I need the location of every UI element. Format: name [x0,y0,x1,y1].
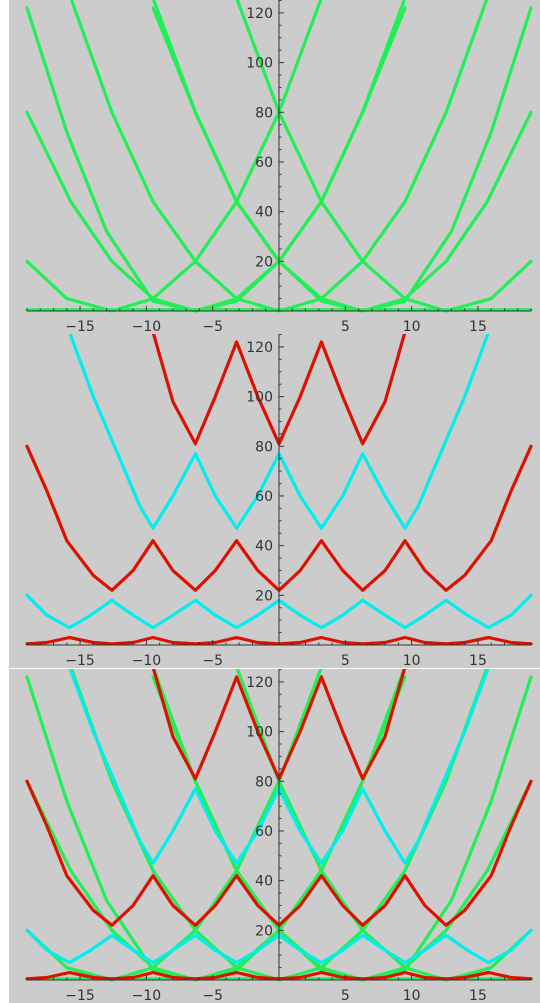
x-tick-label: 10 [403,319,421,335]
y-tick-label: 120 [246,675,273,691]
y-tick-label: 80 [255,439,273,455]
x-tick-label: 15 [469,319,487,335]
x-tick-label: −15 [65,319,95,335]
y-tick-label: 40 [255,874,273,890]
y-tick-label: 40 [255,205,273,221]
x-tick-label: −10 [132,988,162,1003]
x-tick-label: 5 [341,319,350,335]
series-line-free-4 [25,0,323,313]
y-tick-label: 60 [255,489,273,505]
y-tick-label: 40 [255,539,273,555]
series-line-free-7 [152,669,533,982]
y-tick-label: 100 [246,725,273,741]
y-tick-label: 60 [255,824,273,840]
x-tick-label: −10 [132,653,162,669]
x-tick-label: −10 [132,319,162,335]
y-tick-label: 120 [246,340,273,356]
y-tick-label: 20 [255,588,273,604]
y-tick-label: 20 [255,254,273,270]
x-tick-label: 10 [403,988,421,1003]
x-tick-label: −5 [202,319,223,335]
y-tick-label: 80 [255,105,273,121]
x-tick-label: 15 [469,988,487,1003]
x-tick-label: −15 [65,988,95,1003]
y-tick-label: 100 [246,56,273,72]
chart-panel-1: −15 −10 −5 5 10 15 20 40 60 80 100 120 [9,0,540,335]
x-tick-label: −15 [65,653,95,669]
y-tick-label: 20 [255,923,273,939]
series-line-free-6 [25,0,406,313]
x-tick-label: −5 [202,988,223,1003]
x-tick-label: −5 [202,653,223,669]
y-tick-label: 80 [255,774,273,790]
series-line-free-7 [152,0,533,313]
x-tick-label: 10 [403,653,421,669]
chart-panel-3: −15 −10 −5 5 10 15 20 40 60 80 100 120 [9,668,540,1003]
y-tick-label: 100 [246,390,273,406]
y-tick-label: 120 [246,6,273,22]
series-line-free-5 [235,0,533,313]
chart-panel-2: −15 −10 −5 5 10 15 20 40 60 80 100 120 [9,333,540,669]
y-tick-label: 60 [255,155,273,171]
x-tick-label: 15 [469,653,487,669]
series-line-free-6 [25,669,406,982]
x-tick-label: 5 [341,988,350,1003]
x-tick-label: 5 [341,653,350,669]
plot-background [9,0,540,334]
